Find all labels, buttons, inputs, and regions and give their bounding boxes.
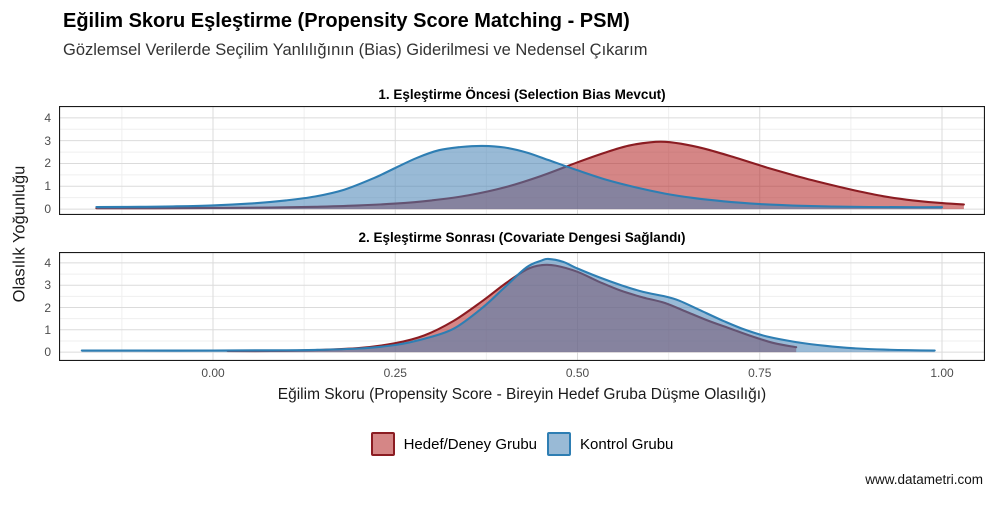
y-tick-label: 4 bbox=[44, 110, 51, 125]
panel-2-plot bbox=[59, 252, 985, 361]
density-area-control bbox=[96, 145, 942, 210]
control-swatch-icon bbox=[547, 432, 572, 456]
legend-label-treatment: Hedef/Deney Grubu bbox=[403, 435, 538, 453]
y-tick-label: 4 bbox=[44, 255, 51, 270]
x-tick-label: 0.00 bbox=[201, 366, 225, 380]
y-tick-label: 1 bbox=[44, 322, 51, 337]
legend-item-control: Kontrol Grubu bbox=[547, 432, 673, 456]
legend-label-control: Kontrol Grubu bbox=[580, 435, 674, 453]
chart-subtitle: Gözlemsel Verilerde Seçilim Yanlılığının… bbox=[63, 41, 648, 59]
y-tick-label: 0 bbox=[44, 202, 51, 217]
density-line-control bbox=[95, 144, 944, 209]
x-axis-label: Eğilim Skoru (Propensity Score - Bireyin… bbox=[277, 386, 767, 403]
y-tick-label: 3 bbox=[44, 278, 51, 293]
x-tick-label: 1.00 bbox=[930, 366, 954, 380]
panel-1-title: 1. Eşleştirme Öncesi (Selection Bias Mev… bbox=[378, 87, 666, 102]
density-line-control bbox=[80, 257, 936, 352]
chart-title: Eğilim Skoru Eşleştirme (Propensity Scor… bbox=[63, 10, 630, 32]
legend: Hedef/Deney Grubu Kontrol Grubu bbox=[59, 432, 985, 456]
panel-2-title: 2. Eşleştirme Sonrası (Covariate Dengesi… bbox=[358, 230, 686, 245]
y-tick-label: 0 bbox=[44, 345, 51, 360]
density-area-control bbox=[81, 258, 935, 353]
y-tick-label: 1 bbox=[44, 179, 51, 194]
y-axis-label: Olasılık Yoğunluğu bbox=[10, 165, 29, 303]
x-tick-label: 0.75 bbox=[748, 366, 772, 380]
watermark: www.datametri.com bbox=[865, 472, 983, 487]
legend-item-treatment: Hedef/Deney Grubu bbox=[370, 432, 538, 456]
treatment-swatch-icon bbox=[370, 432, 395, 456]
density-area-treatment bbox=[96, 141, 964, 210]
y-tick-label: 3 bbox=[44, 133, 51, 148]
x-tick-label: 0.50 bbox=[565, 366, 590, 380]
panel-1-plot bbox=[59, 106, 985, 215]
x-tick-label: 0.25 bbox=[383, 366, 407, 380]
y-tick-label: 2 bbox=[44, 156, 51, 171]
y-tick-label: 2 bbox=[44, 300, 51, 315]
